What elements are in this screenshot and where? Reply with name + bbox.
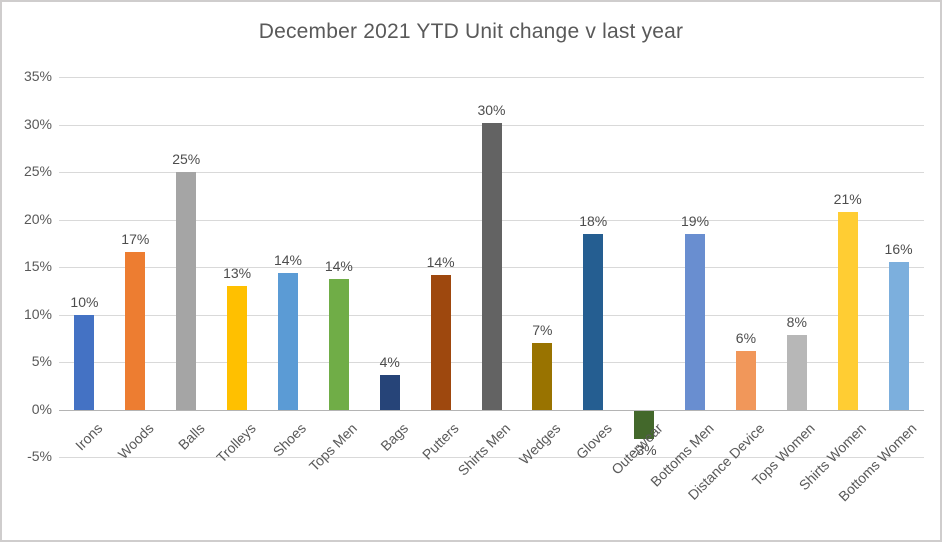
- x-axis-category-label: Irons: [72, 419, 106, 454]
- x-axis-category-label: Putters: [419, 419, 462, 463]
- bar[interactable]: [532, 343, 553, 410]
- x-axis-category-label: Gloves: [572, 419, 615, 462]
- x-axis-category-label: Woods: [114, 419, 157, 462]
- bar[interactable]: [735, 350, 756, 410]
- bar-data-label: 25%: [172, 151, 201, 168]
- bar[interactable]: [837, 211, 858, 410]
- bar-data-label: 16%: [884, 241, 913, 258]
- bar-data-label: 14%: [426, 253, 455, 270]
- bar-data-label: 19%: [681, 212, 710, 229]
- bar[interactable]: [379, 374, 400, 410]
- bar[interactable]: [888, 262, 909, 410]
- bar-data-label: 17%: [121, 230, 150, 247]
- y-axis-tick-label: 25%: [23, 163, 52, 180]
- bar-data-label: -3%: [631, 442, 657, 459]
- bar-data-label: 8%: [786, 313, 807, 330]
- y-axis-tick-label: 5%: [31, 353, 52, 370]
- bar-data-label: 4%: [379, 353, 400, 370]
- bar-data-label: 7%: [532, 322, 553, 339]
- bar[interactable]: [227, 286, 248, 410]
- x-axis-category-label: Balls: [174, 419, 208, 453]
- x-axis-category-label: Trolleys: [212, 419, 259, 466]
- bar[interactable]: [481, 122, 502, 410]
- bar[interactable]: [583, 233, 604, 410]
- y-axis-tick-label: 0%: [31, 400, 52, 417]
- bar-data-label: 14%: [273, 251, 302, 268]
- y-axis-tick-label: 20%: [23, 210, 52, 227]
- bar-data-label: 6%: [735, 329, 757, 346]
- bar[interactable]: [328, 278, 349, 410]
- x-axis-category-label: Tops Men: [305, 419, 361, 475]
- y-axis-tick-label: -5%: [27, 448, 52, 465]
- y-axis-tick-label: 35%: [23, 67, 52, 84]
- x-axis-category-label: Wedges: [516, 419, 564, 468]
- bar[interactable]: [634, 410, 655, 440]
- bar[interactable]: [277, 272, 298, 410]
- bar-data-label: 18%: [579, 212, 608, 229]
- y-axis-tick-label: 15%: [23, 258, 52, 275]
- bar-data-label: 14%: [324, 257, 353, 274]
- y-axis-tick-label: 10%: [23, 305, 52, 322]
- x-axis-category-label: Shirts Men: [454, 419, 513, 479]
- zero-axis-line: [59, 409, 924, 411]
- x-axis-category-label: Bags: [377, 419, 412, 454]
- bar-data-label: 13%: [223, 265, 252, 282]
- x-axis-category-label: Shoes: [269, 419, 310, 460]
- bar[interactable]: [176, 172, 197, 410]
- y-axis-tick-label: 30%: [23, 115, 52, 132]
- chart-title: December 2021 YTD Unit change v last yea…: [258, 20, 684, 43]
- bar[interactable]: [74, 314, 95, 410]
- bar[interactable]: [430, 274, 451, 410]
- gridline: [59, 76, 924, 78]
- gridline: [59, 457, 924, 459]
- bar-data-label: 21%: [833, 190, 862, 207]
- bar-data-label: 30%: [477, 101, 506, 118]
- bar[interactable]: [786, 334, 807, 410]
- bar-data-label: 10%: [70, 293, 99, 310]
- bar[interactable]: [685, 233, 706, 410]
- bar[interactable]: [125, 251, 146, 410]
